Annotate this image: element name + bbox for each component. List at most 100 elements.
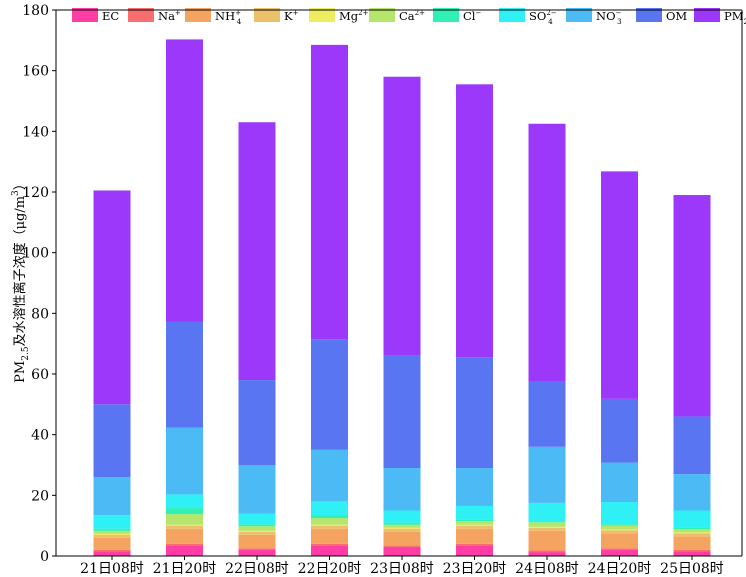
bar-segment-no3-2 <box>238 465 276 514</box>
bar-segment-pm25-6 <box>528 123 566 382</box>
y-tick-label: 20 <box>31 488 49 504</box>
bar-segment-no3-3 <box>311 449 348 502</box>
x-tick-label: 22日08时 <box>225 561 289 577</box>
legend-swatch <box>499 8 525 22</box>
bar-segment-k-6 <box>528 527 566 531</box>
bar-segment-so4-0 <box>93 515 131 529</box>
bar-segment-no3-8 <box>673 474 711 511</box>
legend-label: Na+ <box>158 9 181 23</box>
y-tick-label: 180 <box>22 3 49 19</box>
legend-swatch <box>128 8 154 22</box>
bar-segment-k-1 <box>166 525 203 529</box>
bar-segment-mg-1 <box>166 524 203 526</box>
legend-item-no3: NO− 3 <box>566 8 622 26</box>
bar-segment-nh4-0 <box>93 537 131 550</box>
bar-segment-ca-1 <box>166 514 203 525</box>
legend-swatch <box>433 8 459 22</box>
legend-label: Cl− <box>463 9 481 23</box>
legend-item-cl: Cl− <box>433 8 481 23</box>
bar-segment-ec-5 <box>456 545 493 556</box>
bar-segment-k-4 <box>383 528 421 532</box>
bar-segment-ec-7 <box>601 549 638 556</box>
bar-segment-na-4 <box>383 545 421 547</box>
bar-segment-ec-4 <box>383 546 421 556</box>
bar-segment-na-3 <box>311 543 348 546</box>
bar-segment-pm25-7 <box>601 171 638 399</box>
bar-segment-pm25-8 <box>673 195 711 417</box>
bar-segment-mg-7 <box>601 529 638 531</box>
bar-segment-no3-1 <box>166 427 203 495</box>
bar-segment-mg-2 <box>238 530 276 532</box>
bar-segment-om-6 <box>528 381 566 447</box>
x-tick-label: 23日20时 <box>443 561 507 577</box>
bar-segment-nh4-7 <box>601 533 638 549</box>
bar-segment-nh4-8 <box>673 536 711 550</box>
legend-label: NH+ 4 <box>215 9 242 26</box>
legend-swatch <box>566 8 592 22</box>
bar-segment-no3-5 <box>456 468 493 506</box>
bar-segment-so4-1 <box>166 494 203 509</box>
bar-segment-ec-2 <box>238 549 276 556</box>
y-tick-label: 160 <box>22 64 49 80</box>
legend-label: Mg2+ <box>339 9 369 23</box>
bar-segment-pm25-3 <box>311 44 348 340</box>
bar-segment-ec-0 <box>93 551 131 556</box>
bar-segment-ca-0 <box>93 530 131 534</box>
bars <box>93 39 711 556</box>
bar-segment-om-4 <box>383 355 421 469</box>
bar-segment-nh4-4 <box>383 531 421 546</box>
legend-item-nh4: NH+ 4 <box>185 8 242 26</box>
bar-segment-ca-2 <box>238 526 276 531</box>
legend-label: PM2.5 <box>724 9 746 26</box>
bar-segment-so4-5 <box>456 505 493 520</box>
x-tick-label: 24日08时 <box>515 561 579 577</box>
bar-segment-no3-7 <box>601 462 638 502</box>
bar-segment-nh4-6 <box>528 530 566 551</box>
legend: EC Na+ NH+4 K+ Mg2+ Ca2+ Cl− SO2−4 NO−3 OM PM2.5 <box>72 8 746 26</box>
bar-segment-so4-4 <box>383 510 421 523</box>
x-tick-label: 23日08时 <box>370 561 434 577</box>
y-tick-label: 80 <box>31 306 49 322</box>
bar-segment-cl-4 <box>383 522 421 525</box>
bar-segment-so4-3 <box>311 501 348 516</box>
legend-swatch <box>369 8 395 22</box>
bar-segment-no3-0 <box>93 477 131 516</box>
legend-swatch <box>72 8 98 22</box>
bar-segment-ca-4 <box>383 524 421 528</box>
legend-swatch <box>185 8 211 22</box>
bar-segment-nh4-2 <box>238 534 276 549</box>
legend-item-na: Na+ <box>128 8 181 23</box>
bar-segment-om-2 <box>238 380 276 465</box>
legend-swatch <box>636 8 662 22</box>
legend-item-ec: EC <box>72 8 119 23</box>
bar-segment-ca-7 <box>601 525 638 530</box>
legend-label: NO− 3 <box>596 9 622 26</box>
bar-segment-pm25-4 <box>383 76 421 356</box>
bar-segment-ca-5 <box>456 521 493 525</box>
y-tick-label: 60 <box>31 367 49 383</box>
bar-segment-k-5 <box>456 525 493 529</box>
bar-segment-cl-3 <box>311 515 348 519</box>
y-tick-label: 0 <box>40 549 49 565</box>
bar-segment-nh4-5 <box>456 528 493 544</box>
legend-label: OM <box>666 9 687 23</box>
bar-segment-cl-7 <box>601 524 638 526</box>
legend-label: K+ <box>284 9 299 23</box>
bar-segment-mg-3 <box>311 524 348 526</box>
bar-segment-ca-3 <box>311 518 348 525</box>
bar-segment-k-7 <box>601 530 638 534</box>
bar-segment-mg-5 <box>456 524 493 526</box>
bar-segment-nh4-3 <box>311 528 348 544</box>
bar-segment-pm25-2 <box>238 122 276 381</box>
bar-segment-ec-3 <box>311 545 348 556</box>
bar-segment-om-1 <box>166 321 203 428</box>
x-tick-label: 21日08时 <box>80 561 144 577</box>
legend-item-k: K+ <box>254 8 299 23</box>
x-tick-label: 21日20时 <box>153 561 217 577</box>
bar-segment-ec-1 <box>166 545 203 556</box>
bar-segment-k-0 <box>93 534 131 538</box>
bar-segment-cl-5 <box>456 519 493 522</box>
bar-segment-k-3 <box>311 525 348 529</box>
bar-segment-no3-6 <box>528 446 566 503</box>
